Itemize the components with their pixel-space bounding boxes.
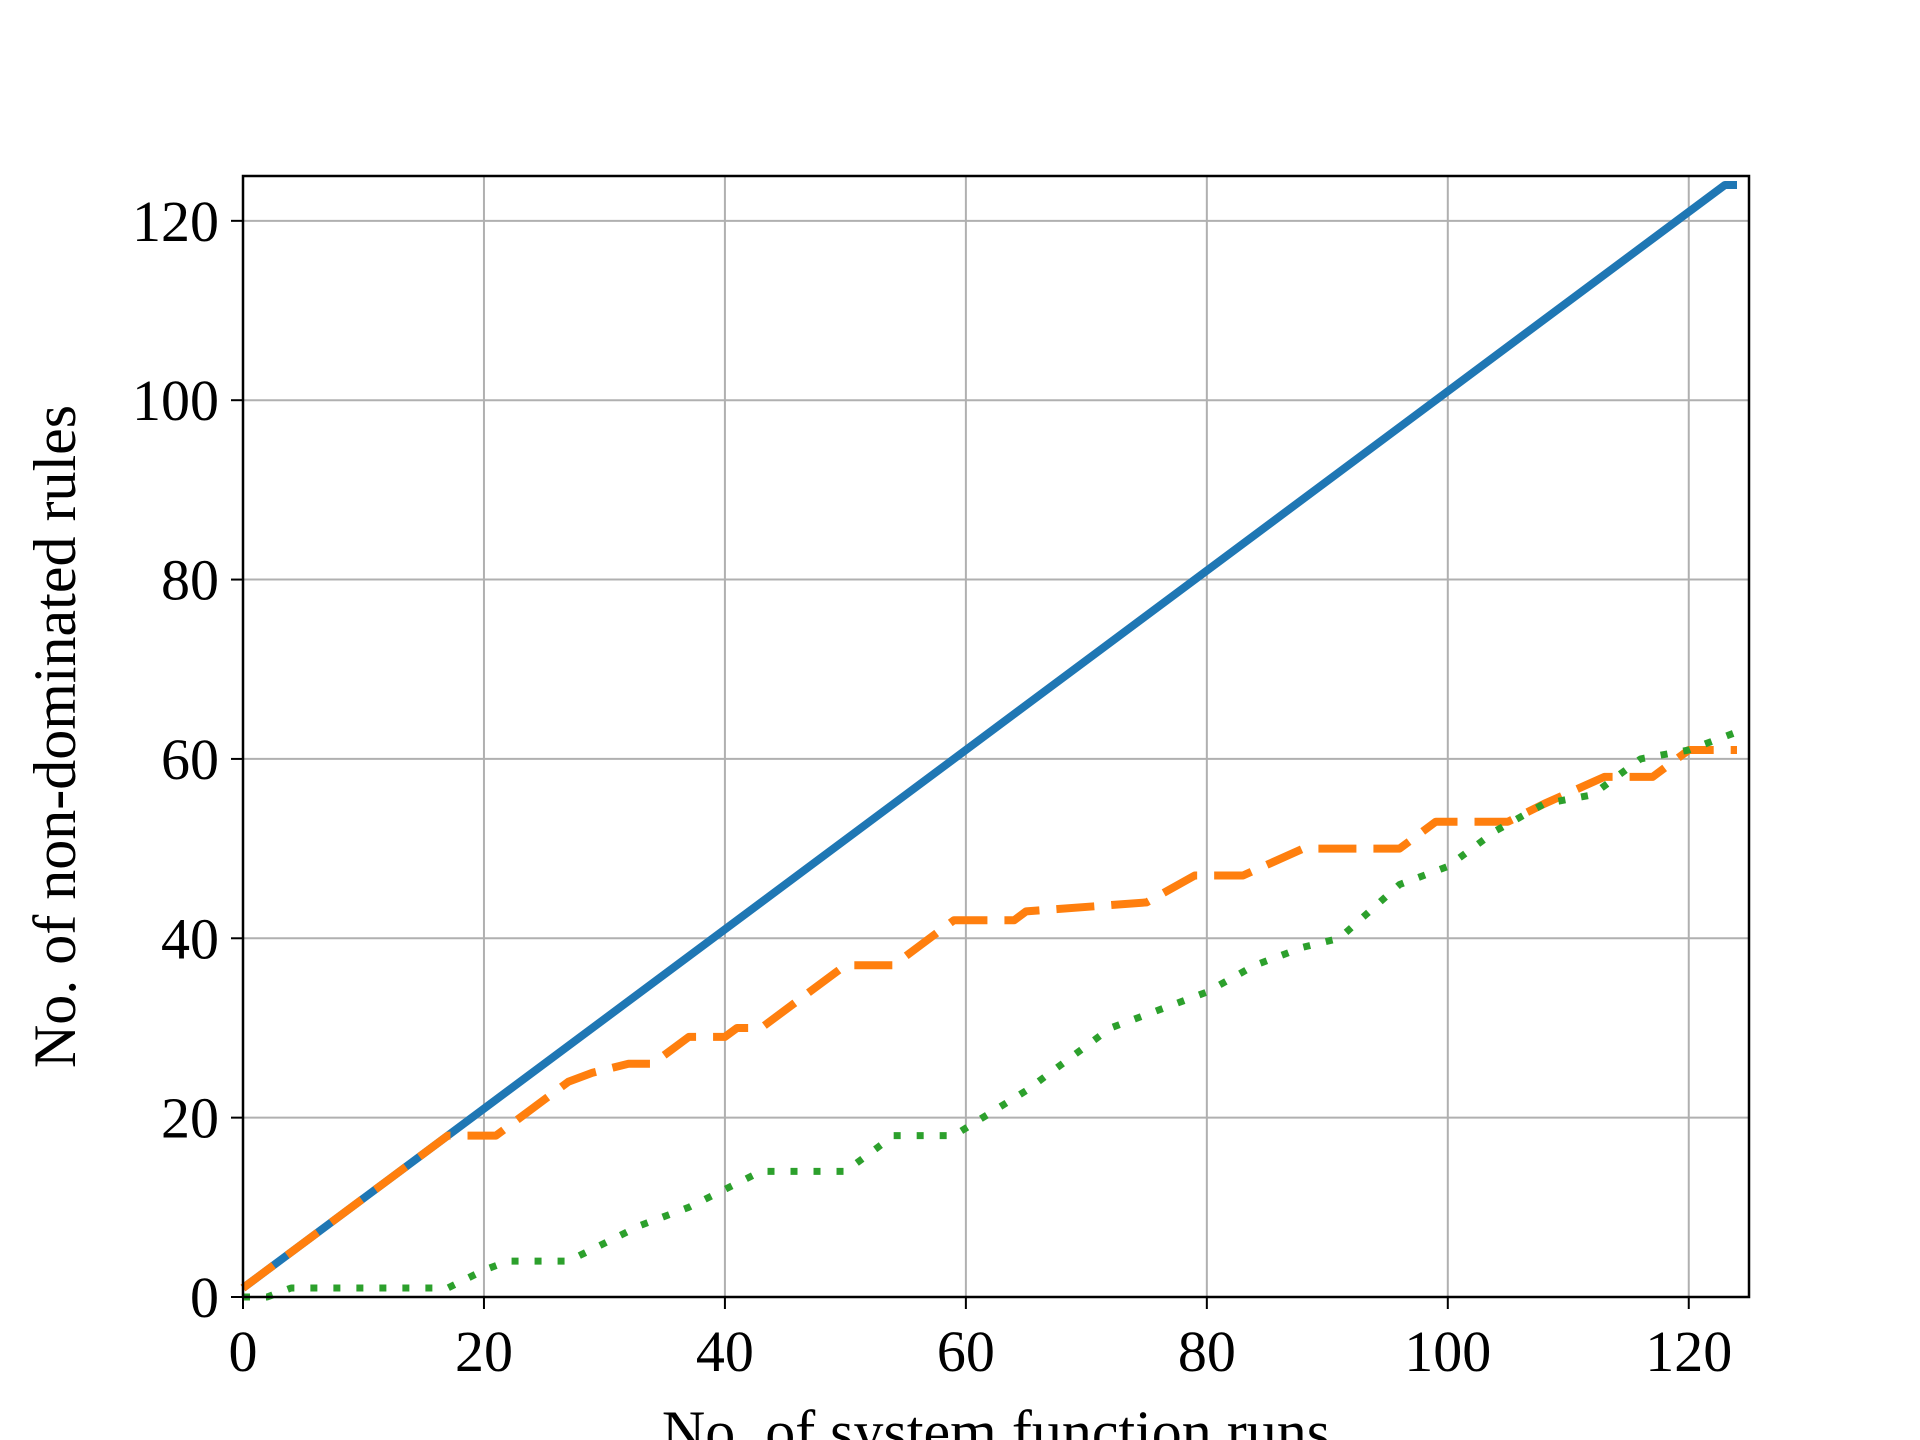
x-tick-label: 20 (455, 1319, 513, 1384)
plot-frame (241, 174, 1751, 1299)
x-tick-label: 60 (937, 1319, 995, 1384)
y-tick-label: 40 (161, 906, 219, 971)
ticks: 0 20 40 60 80 100 120 0 20 40 60 80 100 120 (132, 189, 1732, 1384)
y-tick-label: 0 (190, 1265, 219, 1330)
y-tick-label: 120 (132, 189, 219, 254)
y-tick-label: 100 (132, 368, 219, 433)
y-axis-label: No. of non-dominated rules (22, 405, 88, 1068)
y-tick-label: 60 (161, 727, 219, 792)
x-tick-label: 120 (1645, 1319, 1732, 1384)
series-line-dashed (240, 746, 1737, 1292)
y-tick-label: 20 (161, 1086, 219, 1151)
x-tick-label: 40 (696, 1319, 754, 1384)
series-group (240, 181, 1739, 1301)
x-axis-label: No. of system function runs (662, 1399, 1330, 1440)
x-tick-label: 0 (229, 1319, 258, 1384)
x-tick-label: 80 (1178, 1319, 1236, 1384)
series-line-solid (240, 181, 1737, 1292)
grid (242, 176, 1749, 1298)
y-tick-label: 80 (161, 548, 219, 613)
series-line-dotted (243, 728, 1739, 1301)
x-tick-label: 100 (1404, 1319, 1491, 1384)
